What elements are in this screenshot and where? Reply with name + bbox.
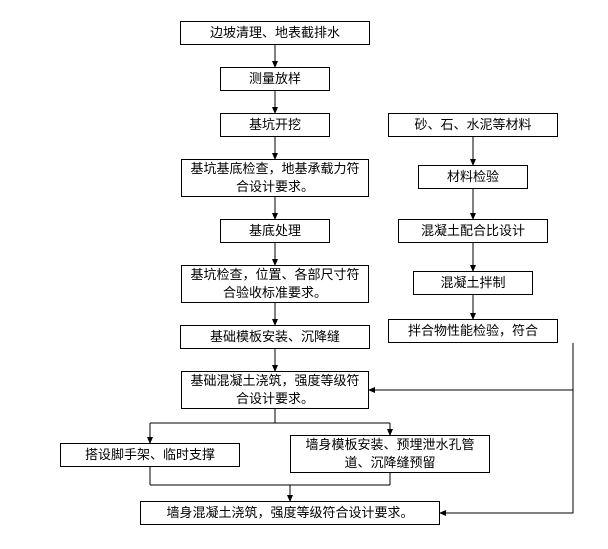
node-excavate: 基坑开挖 (220, 113, 330, 137)
node-wall-formwork: 墙身模板安装、预埋泄水孔管道、沉降缝预留 (290, 435, 490, 473)
node-mix: 混凝土拌制 (413, 271, 533, 295)
node-foundation-check: 基坑基底检查，地基承载力符合设计要求。 (181, 159, 369, 197)
node-material-test: 材料检验 (418, 165, 528, 189)
flowchart-canvas: 边坡清理、地表截排水 测量放样 基坑开挖 基坑基底检查，地基承载力符合设计要求。… (15, 15, 593, 534)
node-slope-clear: 边坡清理、地表截排水 (180, 21, 370, 45)
node-mix-test: 拌合物性能检验，符合 (388, 319, 558, 343)
node-scaffold: 搭设脚手架、临时支撑 (60, 443, 240, 467)
node-survey: 测量放样 (220, 67, 330, 91)
node-formwork: 基础模板安装、沉降缝 (180, 325, 370, 349)
node-materials: 砂、石、水泥等材料 (388, 113, 558, 137)
node-wall-pour: 墙身混凝土浇筑，强度等级符合设计要求。 (140, 501, 440, 525)
node-base-treat: 基底处理 (220, 219, 330, 243)
node-foundation-pour: 基础混凝土浇筑，强度等级符合设计要求。 (181, 371, 369, 409)
node-pit-check: 基坑检查，位置、各部尺寸符合验收标准要求。 (181, 265, 369, 303)
node-mix-design: 混凝土配合比设计 (398, 219, 548, 243)
